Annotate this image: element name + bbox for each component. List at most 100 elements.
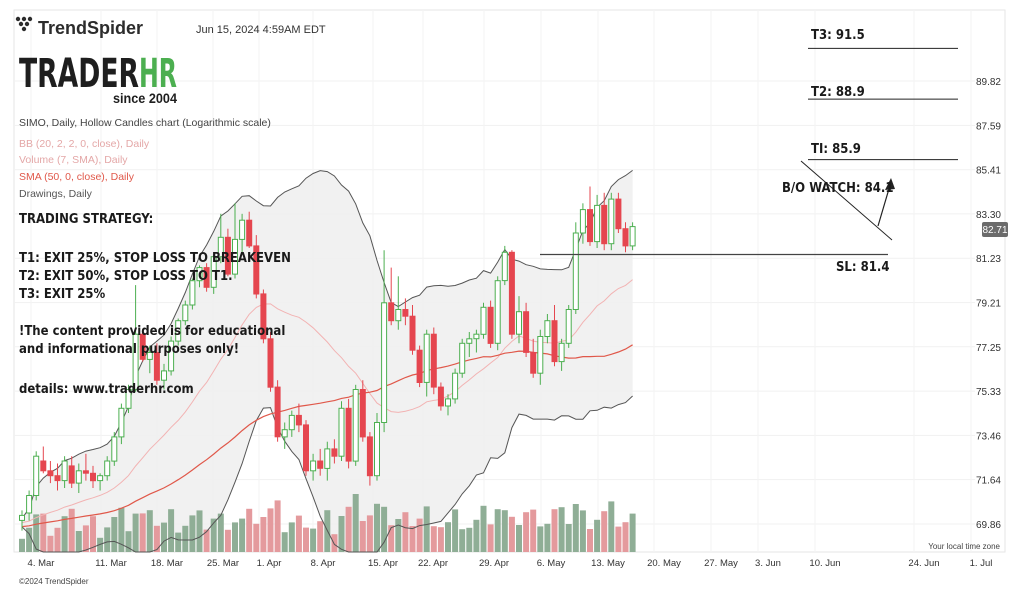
strategy-line-2: T2: EXIT 50%, STOP LOSS TO T1. (19, 269, 233, 284)
volume-bar (168, 509, 175, 552)
date-tick-label: 18. Mar (151, 558, 183, 569)
candle-down (274, 386, 281, 438)
candle-down (551, 320, 558, 363)
volume-bar (508, 516, 515, 552)
volume-bar (579, 510, 586, 552)
volume-bar (445, 522, 451, 552)
volume-bar (430, 526, 437, 552)
candle-up (594, 204, 601, 243)
logo-trader-text: TRADER (19, 51, 139, 97)
volume-bars (19, 494, 636, 552)
volume-bar (466, 527, 473, 552)
price-tick-label: 77.25 (976, 343, 1001, 354)
volume-bar (530, 509, 537, 552)
volume-bar (615, 526, 622, 552)
volume-bar (558, 507, 565, 552)
volume-bar (281, 532, 288, 552)
volume-bar (565, 524, 572, 552)
volume-bar (139, 513, 146, 552)
candle-up (558, 342, 565, 363)
volume-bar (331, 534, 338, 552)
candle-up (132, 333, 139, 390)
candle-up (324, 448, 331, 469)
volume-bar (118, 507, 125, 552)
candle-down (587, 209, 593, 243)
volume-bar (203, 529, 210, 552)
trendspider-logo-icon (15, 16, 33, 32)
volume-bar (494, 509, 501, 552)
candle-up (26, 495, 33, 514)
legend-title: SIMO, Daily, Hollow Candles chart (Logar… (19, 117, 271, 129)
legend-drawings[interactable]: Drawings, Daily (19, 188, 93, 200)
volume-bar (267, 508, 274, 552)
volume-bar (437, 527, 444, 552)
candle-down (622, 228, 629, 247)
candle-up (459, 342, 466, 374)
candle-up (217, 236, 224, 258)
candle-up (239, 219, 246, 240)
volume-bar (40, 513, 47, 552)
t3-label: T3: 91.5 (811, 28, 865, 43)
candle-down (68, 465, 75, 484)
breakout-arrow-head-icon (885, 178, 895, 190)
date-tick-label: 27. May (704, 558, 738, 569)
volume-bar (161, 522, 167, 552)
candle-down (615, 198, 622, 230)
date-tick-label: 22. Apr (418, 558, 448, 569)
candle-down (54, 475, 61, 482)
strategy-line-1: T1: EXIT 25%, STOP LOSS TO BREAKEVEN (19, 251, 291, 266)
candle-up (395, 309, 402, 322)
volume-bar (388, 525, 395, 552)
volume-bar (61, 516, 68, 552)
volume-bar (232, 522, 238, 552)
volume-bar (395, 519, 402, 552)
candle-up (281, 429, 288, 438)
price-tick-label: 81.23 (976, 254, 1001, 265)
price-tick-label: 75.33 (976, 387, 1001, 398)
volume-bar (217, 513, 224, 552)
details-link[interactable]: details: www.traderhr.com (19, 382, 194, 397)
brand-name: TrendSpider (38, 18, 143, 38)
volume-bar (523, 512, 530, 552)
last-price-value: 82.71 (982, 225, 1007, 236)
volume-bar (345, 506, 352, 552)
candle-up (310, 460, 317, 472)
legend-volume[interactable]: Volume (7, SMA), Daily (19, 154, 128, 166)
candle-down (402, 309, 409, 317)
volume-bar (239, 518, 246, 552)
volume-bar (601, 511, 608, 552)
volume-bar (374, 503, 380, 552)
volume-bar (587, 529, 593, 552)
candle-up (182, 304, 189, 322)
legend-sma[interactable]: SMA (50, 0, close), Daily (19, 171, 135, 183)
candle-up (374, 422, 380, 477)
volume-bar (338, 516, 345, 552)
volume-bar (189, 515, 196, 552)
logo-since-text: since 2004 (113, 90, 177, 106)
volume-bar (260, 517, 267, 552)
candle-down (409, 315, 416, 351)
candle-up (473, 333, 480, 340)
volume-bar (274, 500, 281, 552)
volume-bar (82, 525, 89, 552)
date-axis: 4. Mar 11. Mar 18. Mar 25. Mar 1. Apr 8. Apr 1… (28, 558, 993, 569)
candle-down (388, 302, 395, 322)
date-tick-label: 6. May (537, 558, 566, 569)
candle-up (97, 475, 104, 482)
volume-bar (175, 532, 182, 552)
price-tick-label: 79.21 (976, 299, 1001, 310)
bb-middle-line (21, 279, 633, 524)
volume-bar (224, 529, 231, 552)
volume-bar (310, 528, 317, 552)
volume-bar (480, 505, 487, 552)
candle-down (224, 236, 231, 275)
volume-bar (402, 512, 409, 552)
bollinger-band-fill (22, 170, 633, 552)
volume-bar (210, 518, 217, 552)
date-tick-label: 1. Apr (257, 558, 282, 569)
volume-bar (452, 509, 459, 552)
legend-bb[interactable]: BB (20, 2, 2, 0, close), Daily (19, 138, 150, 150)
candle-down (523, 311, 530, 353)
candle-up (516, 311, 522, 335)
candle-down (40, 460, 47, 472)
